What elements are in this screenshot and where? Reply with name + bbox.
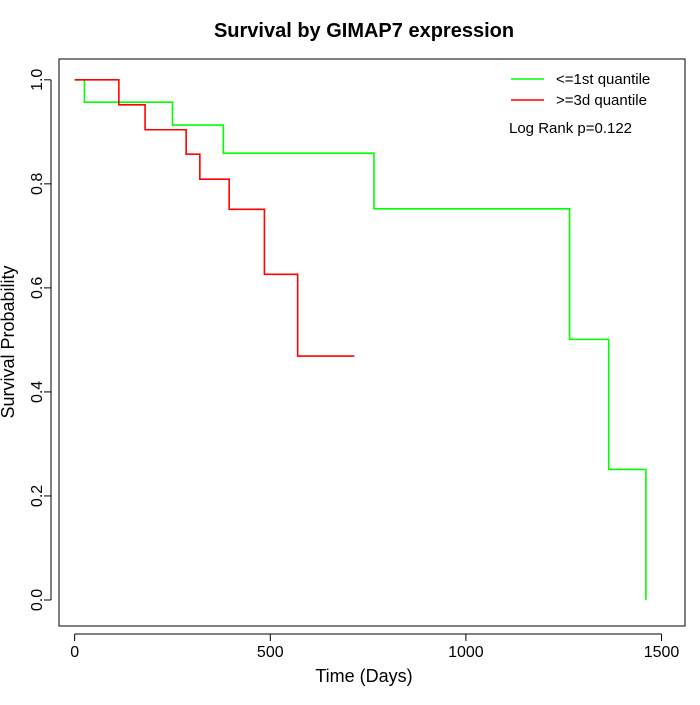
y-tick-label: 0.6 [29,277,46,299]
x-axis-label: Time (Days) [315,666,412,686]
series-layer [74,79,647,600]
y-axis: 0.0 0.2 0.4 0.6 0.8 1.0 [29,69,52,611]
logrank-annotation: Log Rank p=0.122 [509,120,632,137]
chart-title: Survival by GIMAP7 expression [214,20,514,42]
y-tick-label: 0.2 [29,485,46,507]
x-tick-label: 1000 [448,644,484,661]
legend-label: <=1st quantile [556,71,650,88]
x-tick-label: 500 [257,644,284,661]
x-tick-label: 1500 [644,644,680,661]
y-axis-label: Survival Probability [0,265,18,418]
y-tick-label: 0.8 [29,173,46,195]
survival-curve-series-1 [74,79,647,600]
legend-label: >=3d quantile [556,92,647,109]
y-tick-label: 0.4 [29,381,46,403]
y-tick-label: 0.0 [29,589,46,611]
x-axis: 0 500 1000 1500 [70,633,680,661]
plot-frame [58,58,686,627]
survival-curve-series-2 [74,79,355,357]
y-tick-label: 1.0 [29,69,46,91]
x-tick-label: 0 [70,644,79,661]
legend: <=1st quantile >=3d quantile [511,71,650,109]
